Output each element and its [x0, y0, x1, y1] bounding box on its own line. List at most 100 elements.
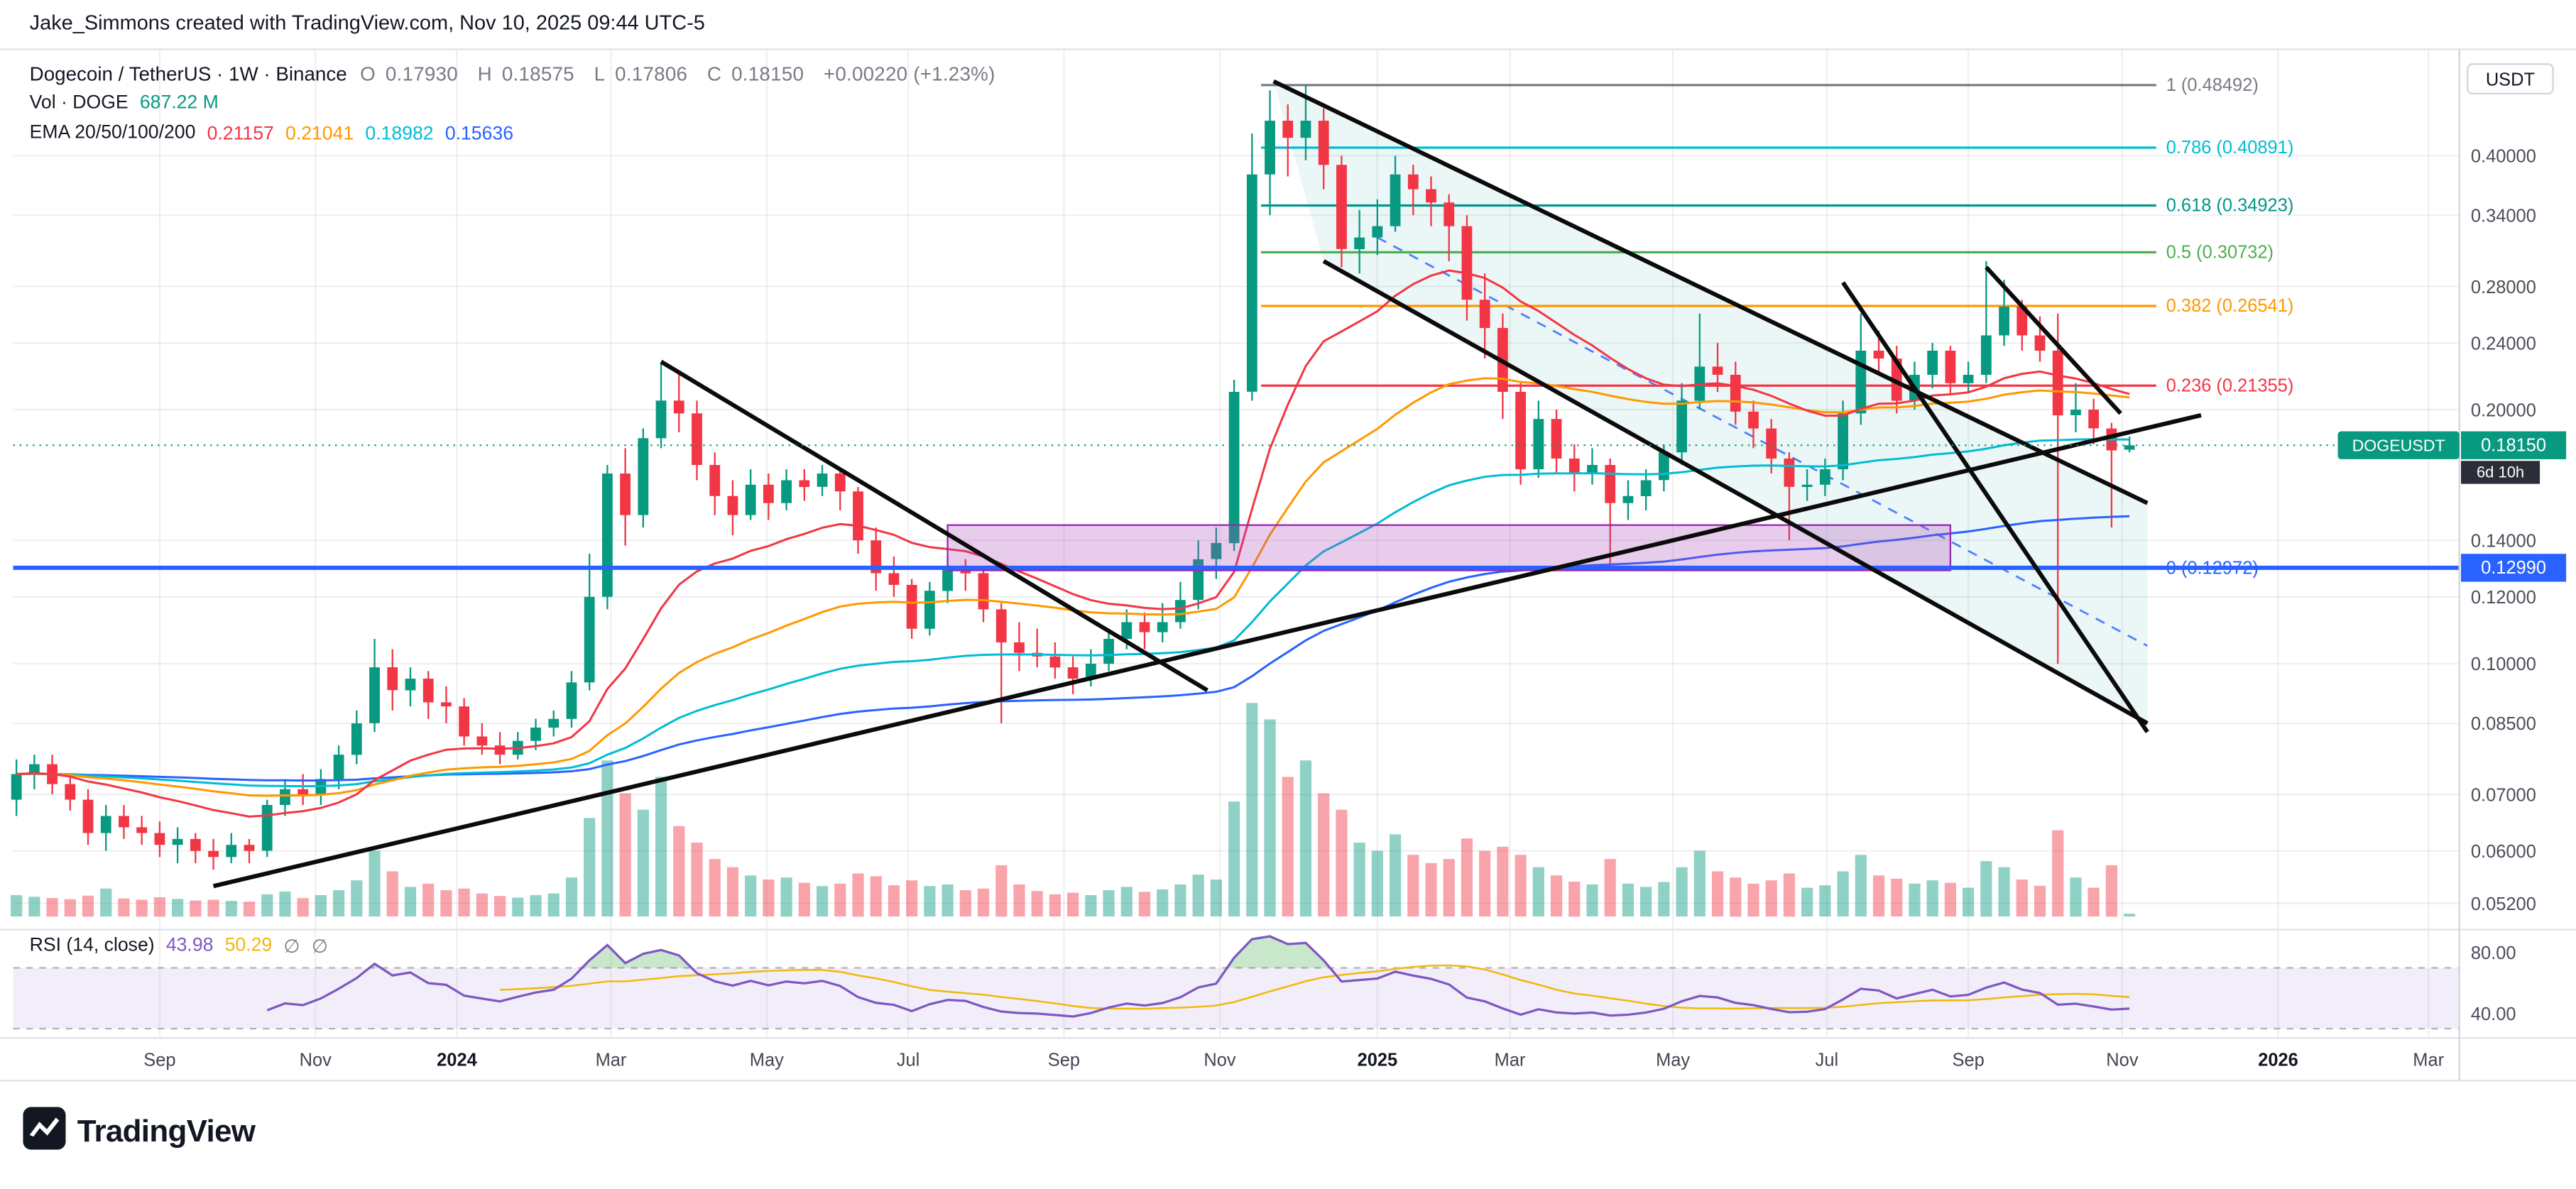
- tradingview-wordmark[interactable]: TradingView: [77, 1114, 256, 1149]
- volume-bar: [351, 880, 363, 917]
- candle-body: [1784, 459, 1795, 487]
- trendline[interactable]: [660, 359, 1208, 693]
- trendline[interactable]: [1322, 259, 2149, 725]
- volume-bar: [942, 884, 954, 917]
- candle-body: [422, 679, 434, 703]
- volume-bar: [1157, 889, 1169, 917]
- volume-bar: [1909, 883, 1921, 917]
- candle-body: [1819, 469, 1830, 485]
- candle-body: [2016, 306, 2028, 336]
- time-axis[interactable]: Sep Nov 2024 Mar May Jul Sep Nov 2025 Mar May Jul Se…: [143, 1051, 2444, 1070]
- rsi-upper-band-value: ∅: [283, 938, 300, 958]
- candle-body: [1228, 392, 1240, 544]
- candle-body: [1640, 480, 1652, 496]
- volume-bar: [1371, 850, 1383, 917]
- symbol-flag-badge[interactable]: [2337, 431, 2460, 459]
- time-month-label: May: [750, 1051, 784, 1070]
- candle-body: [1211, 542, 1222, 559]
- candle-body: [1265, 121, 1275, 175]
- volume-label[interactable]: Vol · DOGE: [29, 93, 129, 114]
- volume-bar: [136, 899, 148, 917]
- volume-bar: [1013, 884, 1025, 917]
- volume-bar: [619, 793, 631, 917]
- volume-bar: [315, 895, 327, 917]
- trendline[interactable]: [1985, 265, 2122, 415]
- grid: [13, 49, 2460, 1039]
- ema-line-20[interactable]: [16, 269, 2130, 818]
- trendline[interactable]: [1272, 79, 2149, 505]
- time-month-label: Jul: [1816, 1051, 1839, 1070]
- volume-bar: [297, 898, 309, 917]
- volume-bar: [1765, 880, 1777, 917]
- candle-body: [351, 723, 362, 755]
- level-price-badge: [2461, 554, 2567, 582]
- volume-bar: [440, 890, 452, 917]
- volume-bar: [888, 885, 900, 917]
- candle-body: [1426, 189, 1436, 203]
- price-tick-label: 0.20000: [2471, 400, 2536, 420]
- volume-bar: [1085, 895, 1097, 917]
- volume-bar: [1336, 809, 1348, 917]
- volume-bar: [172, 899, 184, 917]
- candle-body: [405, 679, 416, 691]
- volume-bar: [1425, 862, 1437, 917]
- candle-body: [1676, 400, 1688, 453]
- volume-value: 687.22 M: [139, 93, 219, 114]
- tradingview-logo-mark[interactable]: [23, 1107, 66, 1158]
- ema-line-100[interactable]: [16, 438, 2130, 788]
- candle-body: [1390, 174, 1401, 226]
- rsi-line[interactable]: [266, 935, 2130, 1018]
- candle-body: [1372, 226, 1383, 238]
- candle-body: [1766, 428, 1777, 459]
- candle-body: [369, 667, 380, 723]
- trendline[interactable]: [1841, 281, 2149, 733]
- volume-bar: [1192, 875, 1204, 917]
- volume-bar: [1693, 850, 1705, 917]
- candle-body: [1282, 121, 1294, 138]
- symbol-title[interactable]: Dogecoin / TetherUS · 1W · Binance: [29, 62, 347, 86]
- candle-body: [1103, 639, 1114, 664]
- support-zone: [946, 524, 1952, 571]
- volume-bar: [1586, 884, 1598, 917]
- attribution-bar: Jake_Simmons created with TradingView.co…: [30, 11, 705, 34]
- level-price-value: 0.12990: [2481, 558, 2546, 578]
- volume-bar: [1837, 871, 1849, 917]
- rsi-label[interactable]: RSI (14, close): [29, 936, 155, 956]
- price-tick-label: 0.34000: [2471, 206, 2536, 226]
- volume-bar: [780, 877, 792, 917]
- price-axis[interactable]: USDT 0.40000 0.34000 0.28000 0.24000 0.20000 0…: [2467, 63, 2554, 1024]
- time-month-label: Nov: [1204, 1051, 1236, 1070]
- trendline[interactable]: [212, 412, 2202, 889]
- candle-body: [781, 480, 792, 503]
- currency-chip[interactable]: [2467, 63, 2554, 95]
- volume-bar: [924, 886, 936, 917]
- fib-label: 0.786 (0.40891): [2166, 138, 2294, 158]
- rsi-legend: RSI (14, close) 43.98 50.29 ∅ ∅: [30, 935, 328, 958]
- volume-bar: [261, 894, 273, 917]
- volume-bar: [1049, 894, 1061, 917]
- volume-bar: [46, 898, 58, 917]
- fib-label: 0.5 (0.30732): [2166, 242, 2274, 262]
- candle-body: [1121, 622, 1133, 640]
- volume-bar: [1998, 867, 2010, 917]
- volume-bar: [28, 897, 40, 917]
- volume-bar: [1138, 892, 1151, 917]
- support-zone-rect[interactable]: [946, 524, 1952, 571]
- candle-body: [942, 567, 953, 591]
- price-tick-label: 0.12000: [2471, 588, 2536, 608]
- candle-body: [1479, 300, 1490, 329]
- ema-line-200[interactable]: [16, 515, 2130, 782]
- rsi-ma-line[interactable]: [500, 964, 2130, 1010]
- volume-bar: [190, 900, 202, 917]
- candle-body: [2124, 445, 2135, 450]
- candle-body: [333, 755, 344, 779]
- candle-body: [226, 845, 237, 857]
- ema-label[interactable]: EMA 20/50/100/200: [29, 123, 196, 143]
- volume-bar: [279, 891, 291, 917]
- candle-body: [566, 682, 577, 719]
- volume-bar: [547, 893, 560, 917]
- candle-body: [1568, 459, 1580, 474]
- candle-body: [261, 804, 273, 851]
- badges: DOGEUSDT 0.18150 6d 10h 0.12990: [2337, 431, 2567, 582]
